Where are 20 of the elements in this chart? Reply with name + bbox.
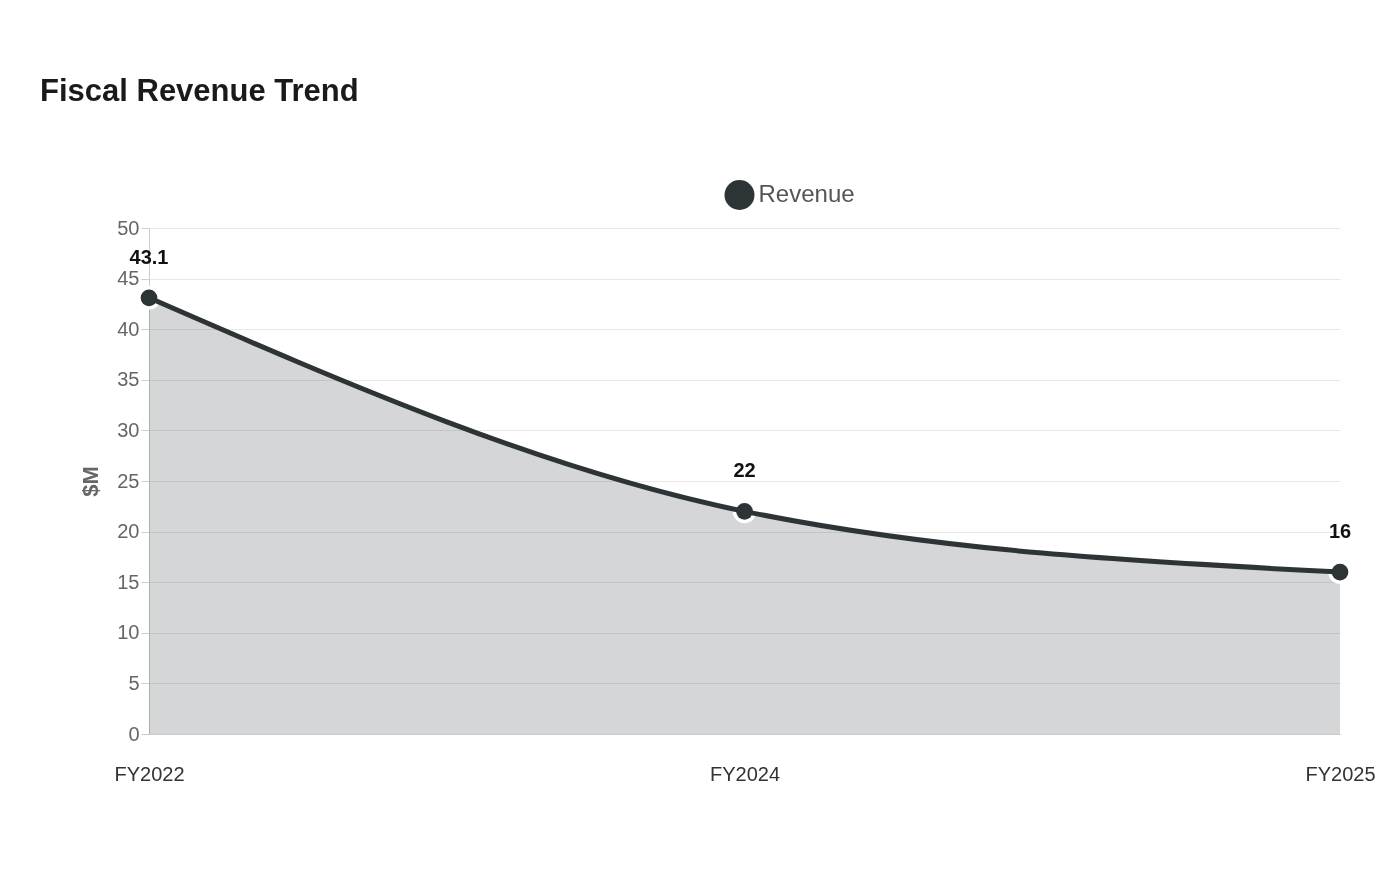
y-tick-label: 20 <box>117 520 140 543</box>
y-tick-label: 15 <box>117 570 140 593</box>
legend-label: Revenue <box>758 180 855 207</box>
data-label: 16 <box>1328 520 1352 543</box>
y-tick-label: 50 <box>117 216 140 239</box>
y-tick-label: 5 <box>128 671 140 694</box>
data-label: 43.1 <box>129 245 169 268</box>
chart-title: Fiscal Revenue Trend <box>40 73 359 108</box>
x-tick-label: FY2024 <box>709 762 781 785</box>
y-tick-label: 35 <box>117 368 140 391</box>
x-tick-label: FY2022 <box>114 762 185 785</box>
y-tick-label: 10 <box>117 621 140 644</box>
y-tick-label: 45 <box>117 267 140 290</box>
y-tick-label: 0 <box>128 722 140 745</box>
y-tick-label: 30 <box>117 418 140 441</box>
x-tick-label: FY2025 <box>1305 762 1376 785</box>
data-label: 22 <box>733 459 756 482</box>
y-tick-label: 25 <box>117 469 140 492</box>
y-axis-title: $M <box>78 466 104 497</box>
y-tick-label: 40 <box>117 317 140 340</box>
